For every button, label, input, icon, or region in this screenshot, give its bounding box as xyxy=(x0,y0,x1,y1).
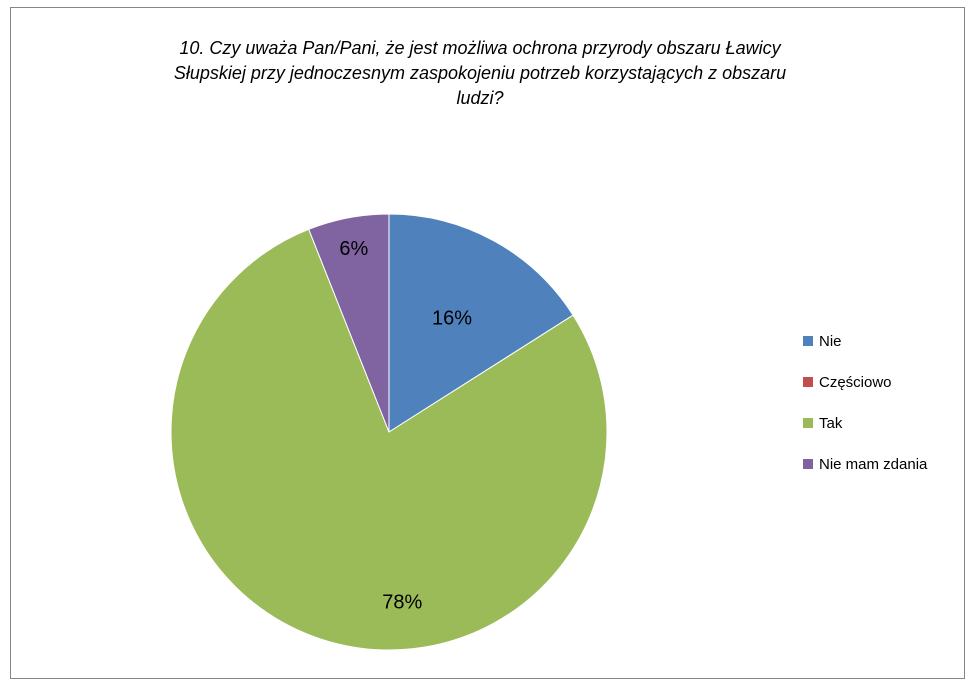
pie-slice-nie-mam-zdania xyxy=(308,213,390,433)
pie-slice-tak xyxy=(170,228,608,651)
legend-label-czesciowo: Częściowo xyxy=(819,373,892,391)
legend-item-nie-mam-zdania: Nie mam zdania xyxy=(803,454,927,474)
legend: Nie Częściowo Tak Nie mam zdania xyxy=(803,331,927,495)
chart-title: 10. Czy uważa Pan/Pani, że jest możliwa … xyxy=(100,36,860,111)
legend-label-nie: Nie xyxy=(819,332,842,350)
legend-item-tak: Tak xyxy=(803,413,927,433)
legend-item-czesciowo: Częściowo xyxy=(803,372,927,392)
slice-label-tak: 78% xyxy=(382,592,422,614)
legend-label-nie-mam-zdania: Nie mam zdania xyxy=(819,455,928,473)
slice-label-nie: 16% xyxy=(432,307,472,329)
legend-swatch-tak xyxy=(803,418,813,428)
legend-item-nie: Nie xyxy=(803,331,927,351)
chart-title-line-2: Słupskiej przy jednoczesnym zaspokojeniu… xyxy=(173,63,787,83)
pie-slice-nie xyxy=(388,213,574,433)
legend-label-tak: Tak xyxy=(819,414,843,432)
chart-title-line-3: ludzi? xyxy=(456,88,504,108)
slice-label-nie-mam-zdania: 6% xyxy=(339,238,368,260)
legend-swatch-nie xyxy=(803,336,813,346)
legend-swatch-czesciowo xyxy=(803,377,813,387)
legend-swatch-nie-mam-zdania xyxy=(803,459,813,469)
chart-title-line-1: 10. Czy uważa Pan/Pani, że jest możliwa … xyxy=(179,38,781,58)
